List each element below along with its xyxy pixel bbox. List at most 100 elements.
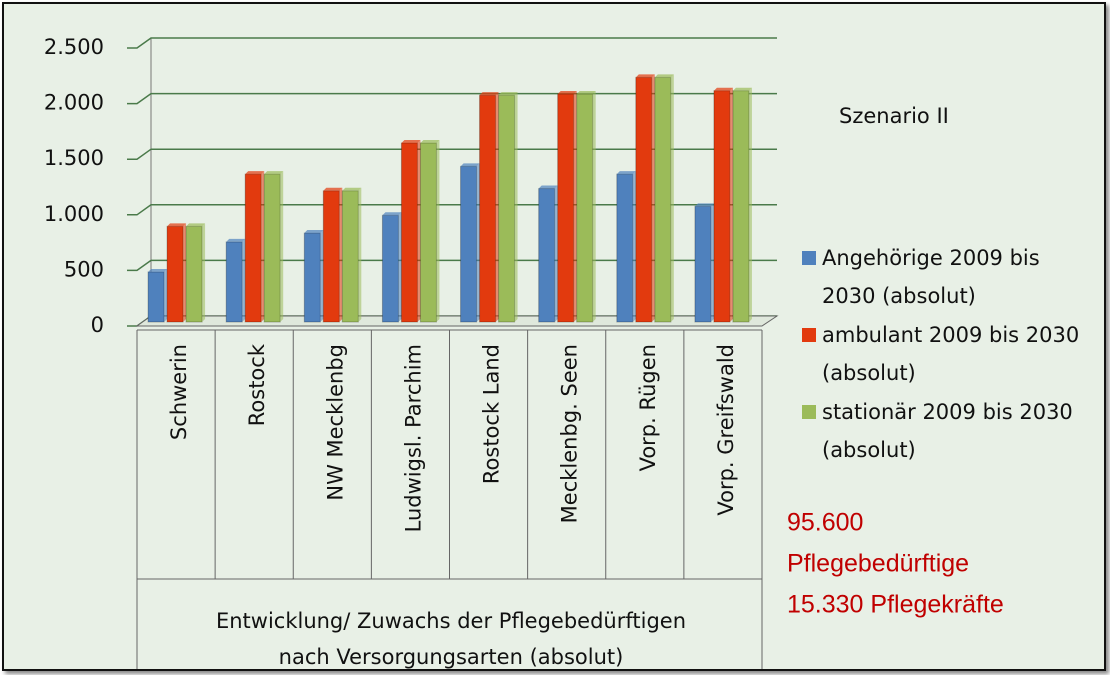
bar-top <box>713 87 733 91</box>
bar-top <box>401 139 421 143</box>
legend-swatch <box>802 251 816 265</box>
bar <box>713 90 731 323</box>
bar-top <box>304 230 324 234</box>
bar-side <box>651 74 655 322</box>
bar <box>538 188 556 323</box>
bar-top <box>420 139 440 143</box>
bar-side <box>592 91 596 322</box>
bar-side <box>183 223 187 322</box>
bar <box>263 173 281 323</box>
bar-top <box>538 185 558 189</box>
bar-top <box>479 92 499 96</box>
x-tick-label: Vorp. Rügen <box>636 344 660 471</box>
bar-side <box>670 74 674 322</box>
bar-top <box>694 203 714 207</box>
bar-side <box>242 238 246 322</box>
y-tick-label: 2.500 <box>44 35 104 59</box>
bar <box>166 225 184 323</box>
annotation: 15.330 Pflegekräfte <box>787 591 1004 619</box>
legend-swatch <box>802 328 816 342</box>
bar <box>185 225 203 323</box>
bar <box>654 76 672 323</box>
bar <box>341 190 359 323</box>
bar-side <box>417 139 421 322</box>
bar <box>381 214 399 323</box>
bar-side <box>358 187 362 322</box>
y-tick-label: 1.000 <box>44 202 104 226</box>
bar <box>557 93 575 323</box>
x-tick-label: Ludwigsl. Parchim <box>401 344 425 532</box>
bar-top <box>616 171 636 175</box>
bar <box>419 142 437 323</box>
bar <box>460 165 478 323</box>
chart: Szenario II Entwicklung/ Zuwachs der Pfl… <box>44 35 1004 669</box>
x-tick-label: Rostock <box>245 343 269 426</box>
bar <box>635 76 653 323</box>
grid-line <box>127 37 777 49</box>
bar-side <box>261 171 265 322</box>
bar <box>400 142 418 323</box>
grid-line <box>127 92 777 105</box>
bar <box>498 94 516 323</box>
x-tick-label: Schwerin <box>167 344 191 440</box>
bar-top <box>576 91 596 95</box>
bar-side <box>202 223 206 322</box>
subtitle: Szenario II <box>839 104 949 128</box>
bar-top <box>498 92 518 96</box>
bar <box>225 241 243 323</box>
legend-label: stationär 2009 bis 2030 (absolut) <box>822 400 1073 462</box>
bar-top <box>264 171 284 175</box>
bar-side <box>495 92 499 322</box>
bar-top <box>323 187 343 191</box>
x-tick-label: NW Mecklenbg <box>323 344 347 501</box>
y-tick-label: 500 <box>64 257 104 281</box>
grid-line <box>127 148 777 160</box>
bar-side <box>339 187 343 322</box>
bar-side <box>280 171 284 322</box>
bar <box>303 232 321 323</box>
bar-side <box>573 91 577 322</box>
annotation: Pflegebedürftige <box>787 550 969 578</box>
bar-top <box>557 91 577 95</box>
bar-side <box>710 203 714 322</box>
bar-side <box>729 87 733 322</box>
bar-top <box>460 163 480 167</box>
bar-top <box>732 87 752 91</box>
bar-top <box>654 74 674 78</box>
y-tick-label: 2.000 <box>44 91 104 115</box>
x-axis-title: Entwicklung/ Zuwachs der Pflegebedürftig… <box>216 609 686 633</box>
bar-side <box>632 171 636 322</box>
bar-top <box>245 171 265 175</box>
bar <box>244 173 262 323</box>
x-tick-label: Mecklenbg. Seen <box>558 344 582 523</box>
bar <box>147 271 165 323</box>
bar-top <box>342 187 362 191</box>
bar-top <box>635 74 655 78</box>
legend-swatch <box>802 405 816 419</box>
bar-top <box>382 212 402 216</box>
grid-line <box>127 259 777 272</box>
y-tick-label: 0 <box>91 313 104 337</box>
bar-side <box>554 185 558 322</box>
bar <box>479 94 497 323</box>
x-axis-title: nach Versorgungsarten (absolut) <box>279 645 624 669</box>
bar-top <box>226 238 246 242</box>
legend-label: ambulant 2009 bis 2030 (absolut) <box>822 323 1080 385</box>
bar-side <box>320 230 324 322</box>
bar-side <box>436 139 440 322</box>
bar <box>576 93 594 323</box>
bar-side <box>476 163 480 322</box>
legend-label: Angehörige 2009 bis 2030 (absolut) <box>822 246 1040 308</box>
grid-line <box>127 204 777 216</box>
bar <box>616 173 634 323</box>
bar <box>322 190 340 323</box>
bar <box>732 90 750 323</box>
bar-top <box>148 268 168 272</box>
annotation: 95.600 <box>787 509 863 537</box>
bar-top <box>167 223 187 227</box>
x-tick-label: Vorp. Greifswald <box>714 344 738 516</box>
bar-top <box>186 223 206 227</box>
x-tick-label: Rostock Land <box>480 344 504 484</box>
bar-side <box>748 87 752 322</box>
